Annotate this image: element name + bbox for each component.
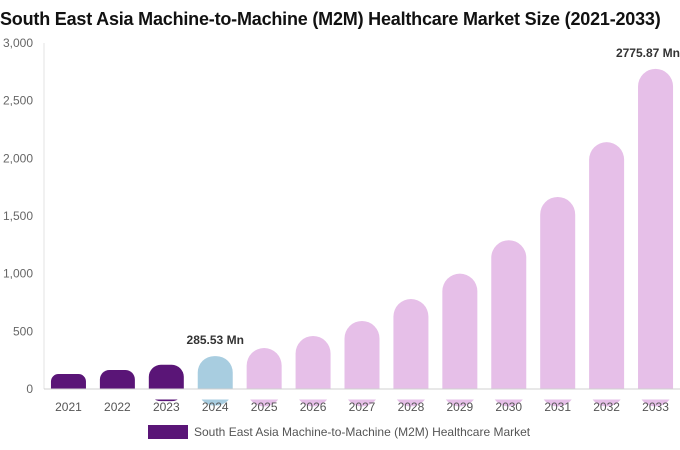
y-tick-label: 1,500 — [3, 209, 33, 223]
x-tick-label: 2026 — [300, 400, 327, 414]
baseline-mask — [45, 389, 680, 400]
bar[interactable] — [491, 240, 527, 407]
x-tick-label: 2029 — [446, 400, 473, 414]
y-tick-label: 2,000 — [3, 151, 33, 165]
legend[interactable]: South East Asia Machine-to-Machine (M2M)… — [148, 425, 530, 439]
y-tick-label: 0 — [26, 382, 33, 396]
x-tick-label: 2025 — [251, 400, 278, 414]
x-tick-label: 2023 — [153, 400, 180, 414]
bar[interactable] — [344, 320, 380, 407]
chart-title: South East Asia Machine-to-Machine (M2M)… — [0, 9, 661, 29]
y-tick-label: 2,500 — [3, 94, 33, 108]
x-tick-label: 2024 — [202, 400, 229, 414]
x-tick-label: 2022 — [104, 400, 131, 414]
y-tick-label: 1,000 — [3, 267, 33, 281]
bar[interactable] — [589, 142, 625, 407]
x-tick-label: 2027 — [349, 400, 376, 414]
legend-swatch — [148, 425, 188, 439]
x-tick-label: 2033 — [642, 400, 669, 414]
bar[interactable] — [393, 299, 429, 407]
bar[interactable] — [638, 68, 674, 407]
bar[interactable] — [540, 196, 576, 407]
legend-label: South East Asia Machine-to-Machine (M2M)… — [194, 425, 531, 439]
bar[interactable] — [442, 273, 478, 407]
y-tick-label: 3,000 — [3, 36, 33, 50]
x-tick-label: 2028 — [398, 400, 425, 414]
x-tick-label: 2030 — [495, 400, 522, 414]
x-tick-label: 2031 — [544, 400, 571, 414]
y-tick-label: 500 — [13, 324, 33, 338]
x-tick-label: 2021 — [55, 400, 82, 414]
data-label: 2775.87 Mn — [616, 46, 680, 60]
x-tick-label: 2032 — [593, 400, 620, 414]
data-label: 285.53 Mn — [187, 333, 244, 347]
